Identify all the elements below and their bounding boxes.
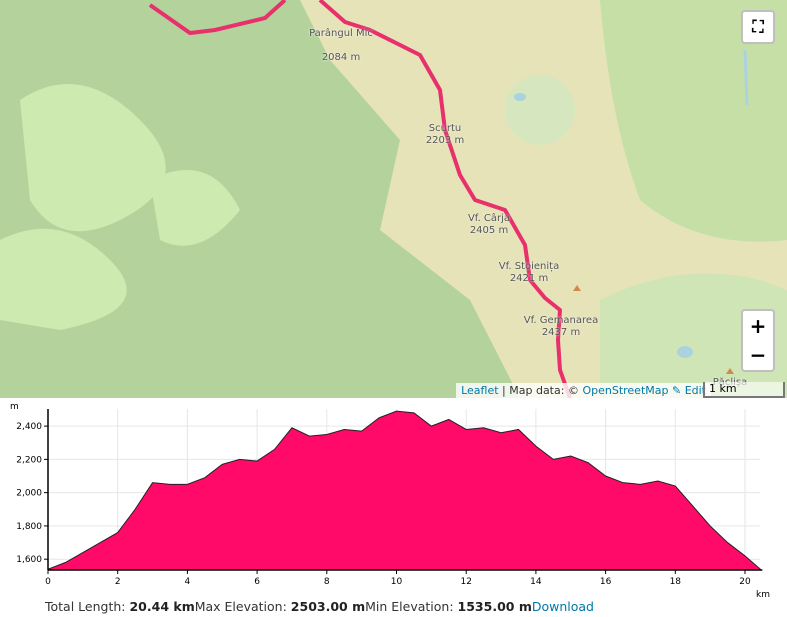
- summary-value: 2503.00 m: [290, 599, 366, 614]
- x-tick-label: 2: [115, 577, 121, 587]
- x-tick-label: 6: [254, 577, 260, 587]
- y-tick-label: 2,200: [16, 455, 42, 465]
- x-tick-label: 10: [391, 577, 403, 587]
- y-tick-label: 2,000: [16, 489, 42, 499]
- x-tick-label: 4: [185, 577, 191, 587]
- x-tick-label: 18: [670, 577, 682, 587]
- peak-name: Vf. Stoienița: [498, 261, 560, 272]
- peak-elevation: 2421 m: [509, 273, 549, 284]
- peak-elevation: 2437 m: [541, 327, 581, 338]
- summary: Total Length: 20.44 kmMax Elevation: 250…: [45, 599, 594, 614]
- x-tick-label: 14: [530, 577, 542, 587]
- osm-link[interactable]: OpenStreetMap: [582, 384, 669, 397]
- peak-elevation: 2084 m: [321, 52, 361, 63]
- summary-value: 20.44 km: [129, 599, 195, 614]
- peak-name: Scurtu: [428, 123, 462, 134]
- peak-name: Vf. Gemanarea: [523, 315, 599, 326]
- summary-value: 1535.00 m: [457, 599, 532, 614]
- peak-elevation: 2203 m: [425, 135, 465, 146]
- y-tick-label: 2,400: [16, 422, 42, 432]
- x-tick-label: 20: [739, 577, 751, 587]
- attribution: Leaflet | Map data: © OpenStreetMap ✎ Ed…: [456, 383, 711, 398]
- x-tick-label: 8: [324, 577, 330, 587]
- y-tick-label: 1,600: [16, 555, 42, 565]
- summary-label: Max Elevation:: [194, 599, 287, 614]
- map[interactable]: Parângul Mic 2084 m Scurtu 2203 m Vf. Câ…: [0, 0, 787, 398]
- fullscreen-button[interactable]: ⛶: [741, 10, 775, 44]
- leaflet-link[interactable]: Leaflet: [461, 384, 499, 397]
- peak-elevation: 2405 m: [469, 225, 509, 236]
- elevation-area: [47, 410, 761, 571]
- zoom-in-button[interactable]: +: [741, 309, 775, 342]
- edit-link[interactable]: ✎ Edit: [671, 384, 706, 397]
- x-tick-label: 16: [600, 577, 612, 587]
- y-tick-label: 1,800: [16, 522, 42, 532]
- summary-label: Total Length:: [45, 599, 126, 614]
- peak-name: Parângul Mic: [309, 28, 373, 39]
- zoom-out-button[interactable]: −: [741, 340, 775, 372]
- summary-label: Min Elevation:: [365, 599, 454, 614]
- elevation-chart: m km 1,600 1,800 2,000 2,200 2,400 0 2 4 6 8 10 12 1…: [10, 402, 770, 598]
- attribution-text: | Map data: ©: [502, 384, 579, 397]
- x-tick-label: 12: [460, 577, 471, 587]
- peak-name: Vf. Cârja: [467, 213, 511, 224]
- x-unit: km: [756, 590, 770, 598]
- y-unit: m: [10, 402, 19, 412]
- scale-bar: 1 km: [703, 382, 785, 398]
- map-tiles: [0, 0, 787, 398]
- x-tick-label: 0: [45, 577, 51, 587]
- download-link[interactable]: Download: [531, 599, 594, 614]
